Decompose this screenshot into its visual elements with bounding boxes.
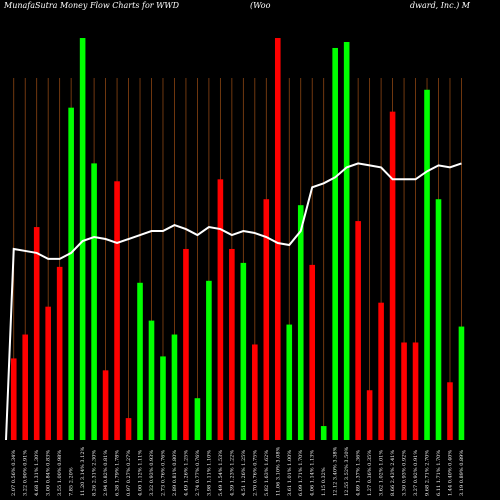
x-tick-label: 3.30 0.93% 0.92% [402, 450, 408, 496]
bar-4.68 1.31% 1.30% [33, 227, 40, 440]
chart-title-mid: (Woo [250, 1, 271, 10]
x-tick-label: 2.07 0.56% 0.34% [11, 450, 17, 496]
x-tick-label: 6.09 1.71% 1.70% [298, 450, 304, 496]
bar-3.61 1.01% 1.00% [286, 324, 293, 440]
bar-4.49 1.26% 1.25% [183, 248, 189, 440]
x-tick-label: 4.68 1.31% 1.30% [34, 450, 40, 496]
bar-3.19 0.89% 0.89% [458, 326, 465, 440]
chart-title-left: MunafaSutra Money Flow Charts for WWD [4, 1, 179, 10]
bar-12.55 3.52% 3.50% [343, 42, 350, 440]
bar-6.09 1.71% 1.70% [297, 205, 304, 440]
bar-4.39 1.23% 1.22% [229, 248, 235, 440]
bar-2.73 0.76% 0.76% [160, 356, 166, 440]
x-tick-label: 4.89 1.37% 1.36% [356, 450, 362, 496]
bar-6.11 1.71% 1.70% [435, 199, 442, 440]
x-tick-label: 3.22 0.90% 0.91% [23, 450, 29, 496]
bar-9.68 2.71% 2.70% [424, 89, 430, 440]
bar-12.12 3.40% 3.38% [332, 47, 338, 440]
x-tick-label: 11.06 3.10% 3.08% [275, 446, 281, 496]
x-tick-label: 3.19 0.89% 0.89% [459, 450, 465, 496]
bar-1.44 0.40% 0.40% [447, 382, 453, 440]
bar-4.51 1.26% 1.25% [240, 262, 247, 440]
bar-2.70 0.76% 0.75% [252, 344, 258, 440]
x-tick-label: 8.66 2.43% 2.41% [390, 450, 396, 496]
x-tick-label: 2.70 0.76% 0.75% [252, 450, 258, 496]
bar-2.07 0.56% 0.34% [10, 358, 17, 440]
bar-3.22 0.90% 0.91% [22, 334, 29, 440]
x-tick-label: 3.61 1.01% 1.00% [287, 450, 293, 496]
bar-3.27 0.92% 0.91% [412, 342, 419, 440]
bar-3.32 0.93% 0.93% [148, 320, 155, 440]
x-tick-label: 8.26 2.31% 2.30% [92, 450, 98, 496]
chart-title-right: dward, Inc.) M [410, 1, 470, 10]
bar-3.98 1.11% 1.10% [206, 280, 212, 440]
bar-7.85 2.20% [68, 107, 74, 441]
bar-4.89 1.37% 1.36% [355, 221, 361, 440]
bar-11.20 3.14% 3.12% [79, 38, 86, 441]
x-tick-label: 1.44 0.40% 0.40% [447, 450, 453, 496]
x-tick-label: 6.38 1.79% 1.78% [115, 450, 121, 496]
bar-2.89 0.81% 0.80% [171, 334, 178, 440]
x-tick-label: 5.82 1.63% 1.62% [264, 450, 270, 496]
bar-2.94 0.82% 0.81% [102, 370, 109, 440]
bar-8.26 2.31% 2.30% [91, 163, 97, 440]
bar-3.62 1.02% 1.01% [378, 302, 384, 440]
bar-0.97 0.27% 0.27% [125, 418, 132, 440]
bar-5.49 1.54% 1.53% [217, 179, 224, 440]
bar-3.00 0.84% 0.83% [45, 306, 51, 440]
bars [10, 38, 465, 441]
x-tick-label: 6.11 1.71% 1.70% [436, 450, 442, 496]
x-tick-label: 4.51 1.26% 1.25% [241, 450, 247, 496]
x-tick-label: 2.94 0.82% 0.81% [103, 450, 109, 496]
x-tick-label: 3.55 1.00% 0.98% [57, 450, 63, 496]
x-tick-label: 2.73 0.76% 0.76% [160, 450, 166, 496]
x-tick-label: 4.49 1.26% 1.25% [183, 450, 189, 496]
bar-11.06 3.10% 3.08% [274, 38, 281, 441]
bar-4.06 1.14% 1.13% [309, 264, 316, 440]
x-tick-label: 9.68 2.71% 2.70% [425, 450, 431, 496]
x-tick-label: 3.98 1.11% 1.10% [206, 450, 212, 496]
x-tick-label: 3.62 1.02% 1.01% [379, 450, 385, 496]
bar-8.66 2.43% 2.41% [389, 111, 396, 441]
x-tick-label: 3.32 0.93% 0.93% [149, 450, 155, 496]
bar-1.15 0.32% [320, 426, 327, 440]
bar-6.38 1.79% 1.78% [114, 181, 120, 441]
x-tick-label: 11.20 3.14% 3.12% [80, 446, 86, 496]
bar-4.00 1.12% 1.11% [137, 282, 143, 440]
x-tick-label: 1.15 0.32% [321, 467, 327, 496]
bar-3.55 1.00% 0.98% [56, 266, 63, 440]
x-tick-label: 3.00 0.84% 0.83% [46, 450, 52, 496]
x-tick-label: 0.97 0.27% 0.27% [126, 450, 132, 496]
bar-2.74 0.77% 0.76% [194, 398, 201, 440]
x-tick-label: 2.74 0.77% 0.76% [195, 450, 201, 496]
bar-5.82 1.63% 1.62% [263, 199, 270, 440]
bar-3.30 0.93% 0.92% [401, 342, 407, 440]
x-tick-label: 1.27 0.36% 0.35% [367, 450, 373, 496]
money-flow-line [5, 162, 462, 441]
x-tick-label: 7.85 2.20% [69, 467, 75, 496]
bar-1.27 0.36% 0.35% [366, 390, 373, 440]
x-tick-label: 3.27 0.92% 0.91% [413, 450, 419, 496]
x-tick-label: 4.39 1.23% 1.22% [229, 450, 235, 496]
x-tick-label: 5.49 1.54% 1.53% [218, 450, 224, 496]
x-tick-label: 2.89 0.81% 0.80% [172, 450, 178, 496]
x-tick-label: 12.12 3.40% 3.38% [333, 446, 339, 496]
x-tick-label: 4.00 1.12% 1.11% [138, 450, 144, 496]
x-tick-labels: 2.07 0.56% 0.34% 3.22 0.90% 0.91% 4.68 1.3… [11, 446, 465, 496]
x-tick-label: 4.06 1.14% 1.13% [310, 450, 316, 496]
x-tick-label: 12.55 3.52% 3.50% [344, 446, 350, 496]
